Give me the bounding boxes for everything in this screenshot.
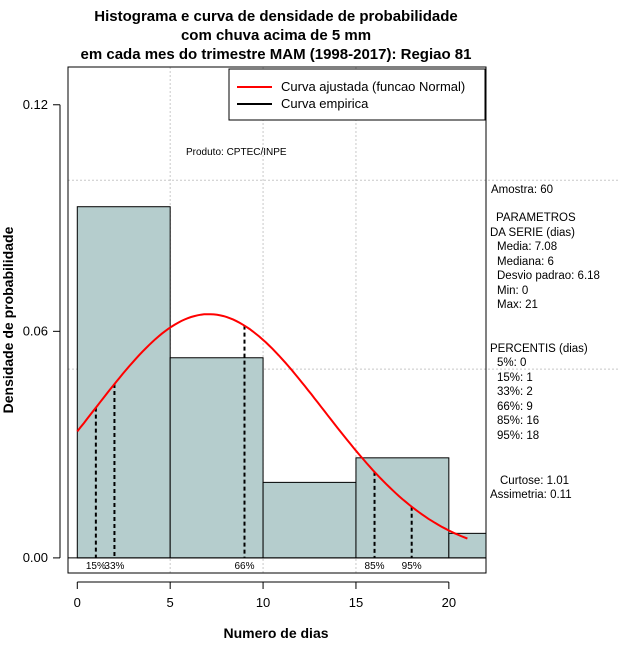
product-label: Produto: CPTEC/INPE [186, 147, 287, 158]
chart-title-line-3: em cada mes do trimestre MAM (1998-2017)… [81, 46, 472, 63]
legend-box [228, 68, 486, 121]
stat-p85: 85%: 16 [497, 415, 539, 427]
legend: Curva ajustada (funcao Normal) Curva emp… [228, 68, 486, 121]
chart-title-line-1: Histograma e curva de densidade de proba… [94, 8, 457, 25]
histogram-bar-3 [355, 457, 450, 559]
stat-params-heading: PARAMETROS [496, 212, 576, 224]
x-tick-label-15: 15 [349, 595, 363, 610]
percentile-label-85%: 85% [365, 561, 385, 572]
stat-percentiles-heading: PERCENTIS (dias) [490, 343, 588, 355]
percentile-label-95%: 95% [402, 561, 422, 572]
percentile-label-15%: 15% [86, 561, 106, 572]
stat-skewness: Assimetria: 0.11 [490, 489, 572, 501]
percentile-lines: 15%33% 66% 85% 95% [86, 325, 422, 572]
stat-p95: 95%: 18 [497, 430, 539, 442]
stat-min: Min: 0 [497, 285, 528, 297]
x-tick-label-20: 20 [442, 595, 456, 610]
stat-max: Max: 21 [497, 299, 538, 311]
x-tick-label-10: 10 [256, 595, 270, 610]
chart-title-line-2: com chuva acima de 5 mm [181, 27, 371, 44]
histogram-bar-4 [448, 532, 487, 559]
stat-kurtosis: Curtose: 1.01 [500, 475, 569, 487]
fitted-normal-curve [76, 313, 468, 540]
y-tick-label-1: 0.06 [23, 323, 48, 338]
percentile-label-66%: 66% [234, 561, 254, 572]
stats-panel: Amostra: 60 PARAMETROS DA SERIE (dias) M… [490, 184, 600, 501]
y-axis-title: Densidade de probabilidade [0, 226, 16, 413]
stat-median: Mediana: 6 [497, 256, 554, 268]
percentile-label-33%: 33% [104, 561, 124, 572]
stat-sd: Desvio padrao: 6.18 [497, 270, 600, 282]
histogram-bar-1 [169, 357, 264, 559]
x-tick-label-5: 5 [167, 595, 174, 610]
y-tick-label-2: 0.12 [23, 97, 48, 112]
legend-fitted-label: Curva ajustada (funcao Normal) [281, 79, 465, 94]
stat-p15: 15%: 1 [497, 372, 533, 384]
y-tick-label-0: 0.00 [23, 550, 48, 565]
histogram-bar-0 [76, 206, 171, 559]
stat-p33: 33%: 2 [497, 386, 533, 398]
axes: 0 5 10 15 20 0.00 0.06 0.12 [23, 97, 456, 610]
plot-frame [67, 66, 487, 574]
stat-mean: Media: 7.08 [497, 241, 557, 253]
histogram-bars [68, 206, 487, 559]
fitted-curve-layer [76, 313, 468, 540]
x-tick-label-0: 0 [74, 595, 81, 610]
stat-p66: 66%: 9 [497, 401, 533, 413]
stat-params-subheading: DA SERIE (dias) [490, 227, 575, 239]
histogram-bar-2 [262, 481, 357, 559]
stat-p5: 5%: 0 [497, 357, 526, 369]
stat-sample: Amostra: 60 [491, 184, 553, 196]
legend-empirical-label: Curva empirica [281, 96, 369, 111]
x-axis-title: Numero de dias [223, 625, 328, 641]
